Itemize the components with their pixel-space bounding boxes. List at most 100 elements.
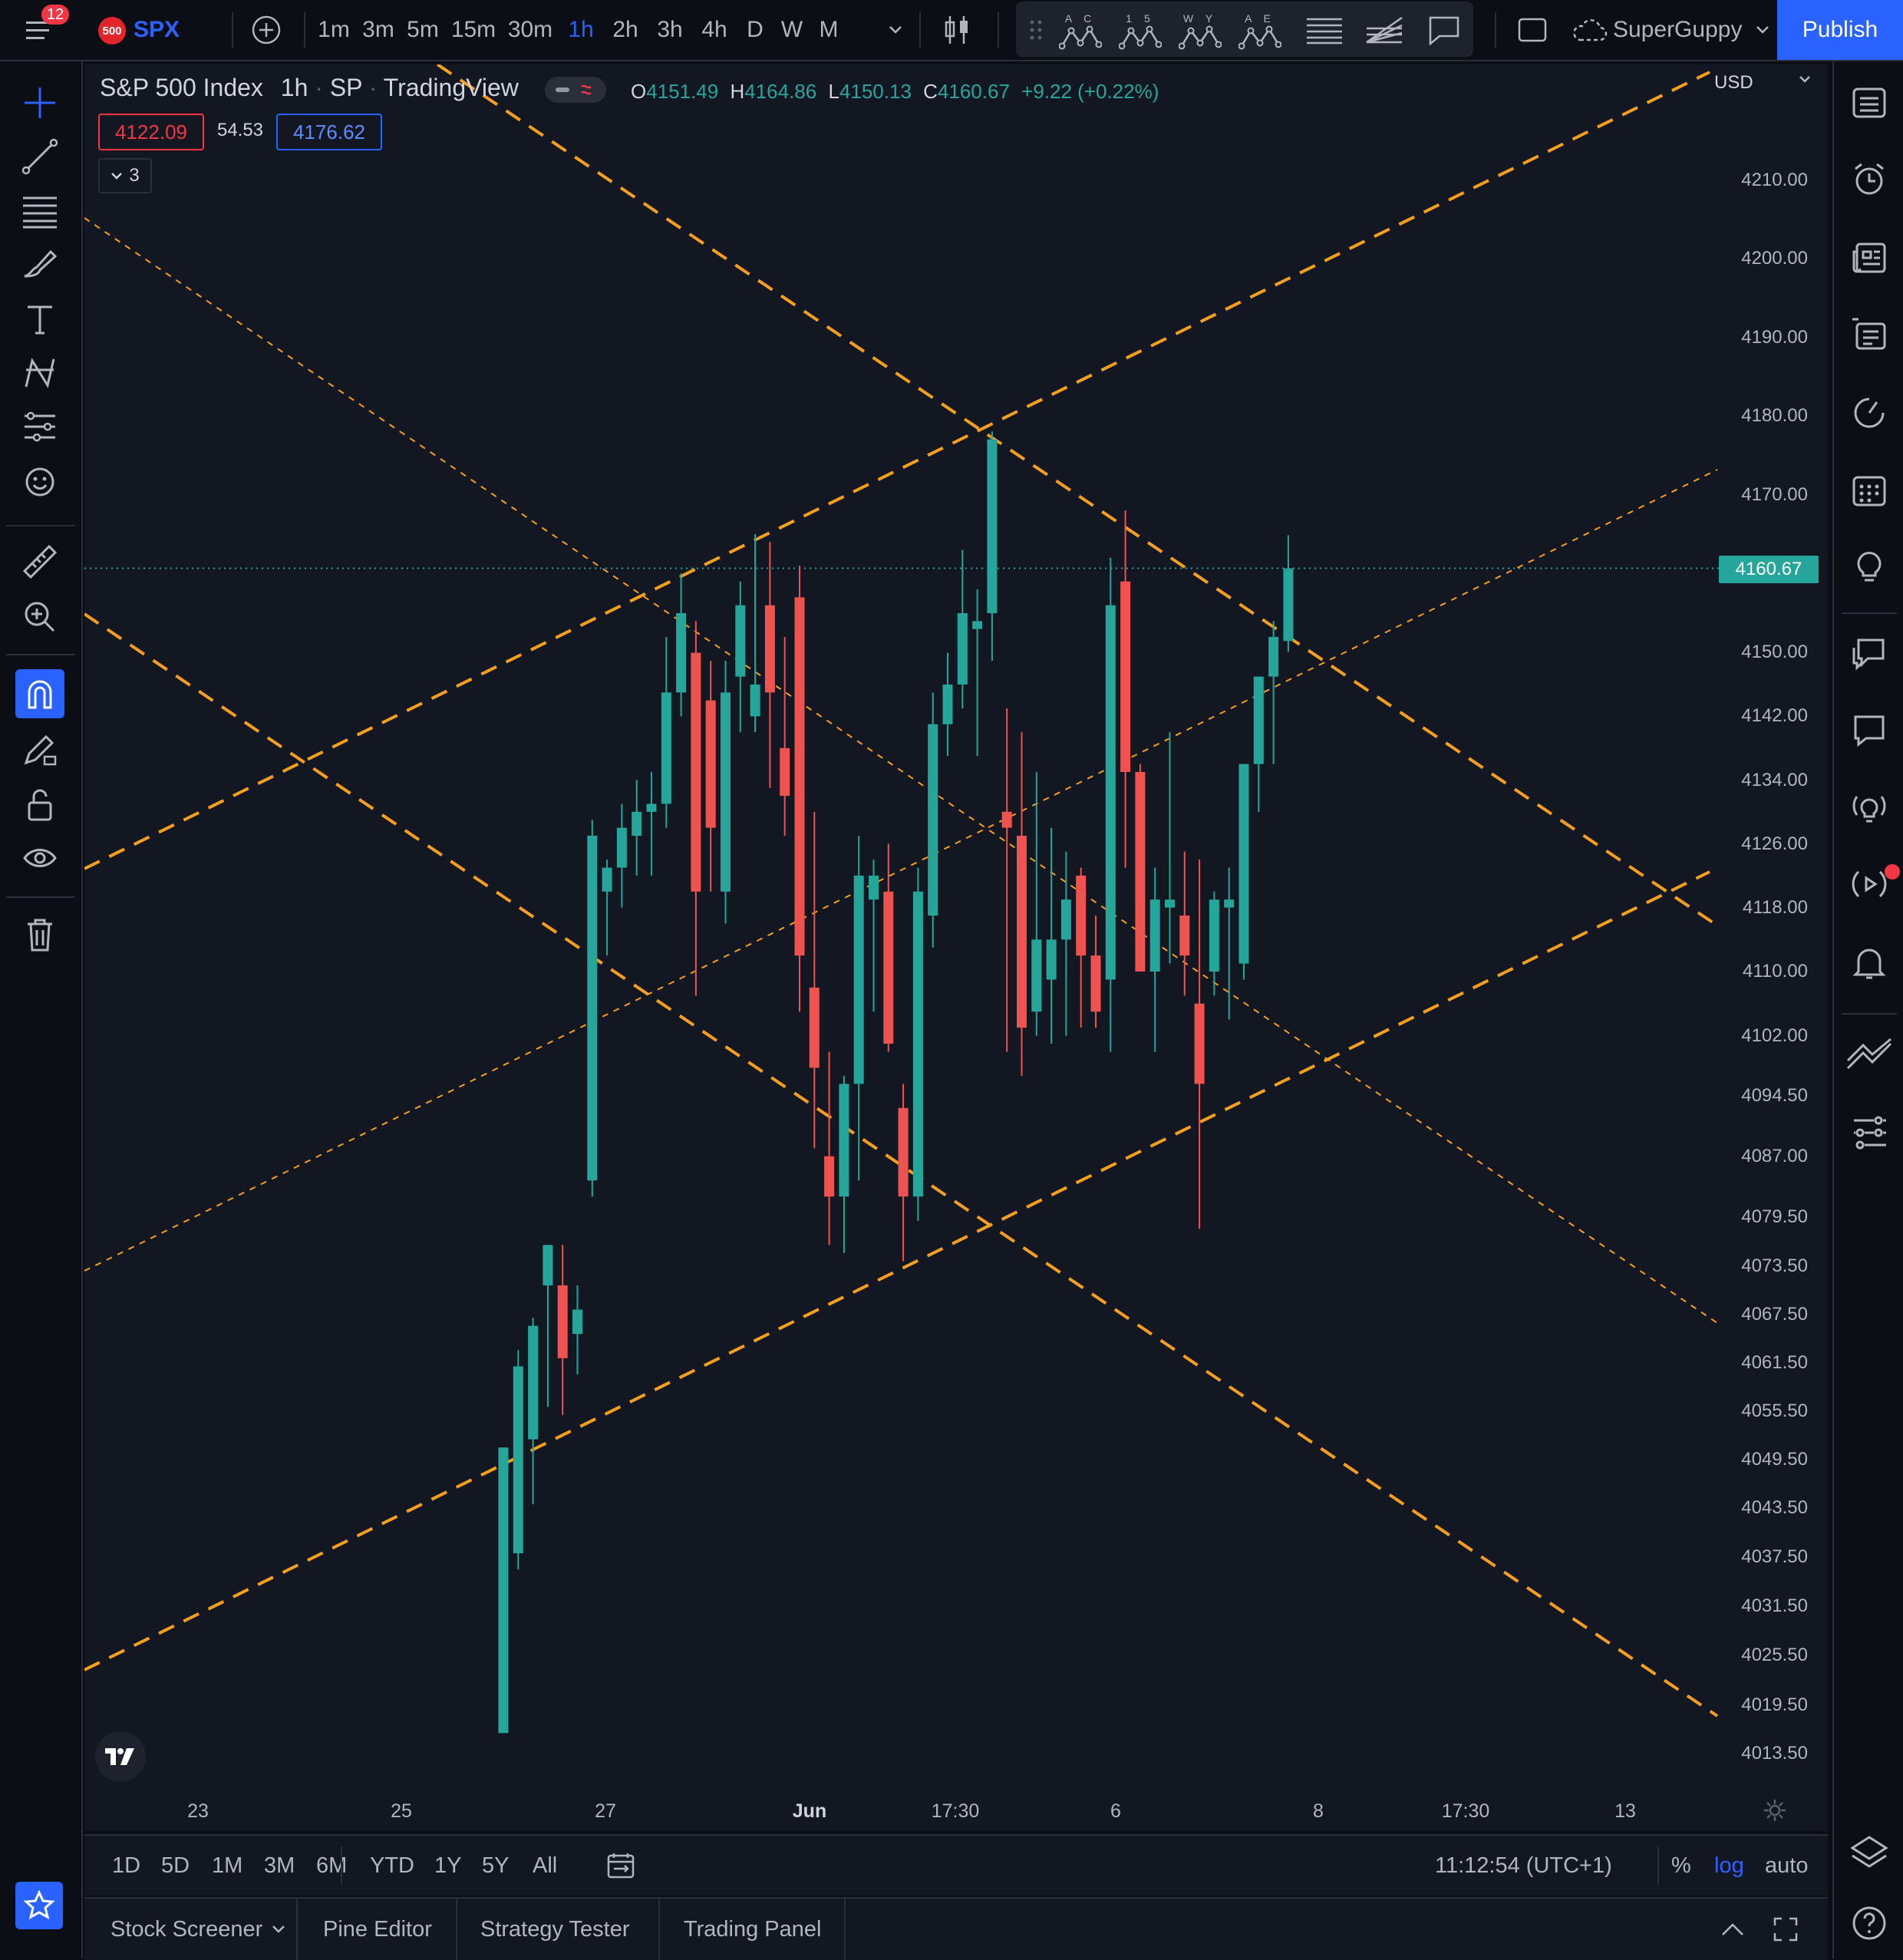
- candles-icon[interactable]: [938, 0, 976, 60]
- interval-3h[interactable]: 3h: [657, 17, 683, 42]
- layout-name[interactable]: SuperGuppy: [1613, 17, 1743, 42]
- add-symbol-icon[interactable]: [247, 0, 285, 60]
- settings-gear-icon[interactable]: [1762, 1797, 1788, 1823]
- zigzag-icon: [1119, 25, 1162, 50]
- dom-icon[interactable]: [1845, 1108, 1894, 1157]
- chevron-down-icon[interactable]: [272, 1899, 285, 1960]
- chat-icon[interactable]: [1845, 706, 1894, 755]
- pattern-tool-1[interactable]: A C: [1056, 0, 1105, 60]
- percent-scale-toggle[interactable]: %: [1671, 1853, 1691, 1878]
- callout-icon[interactable]: [1421, 0, 1467, 60]
- trading-icon[interactable]: [1845, 1031, 1894, 1081]
- range-3M[interactable]: 3M: [264, 1853, 295, 1878]
- fib-fan-icon[interactable]: [1361, 0, 1407, 60]
- bell-icon[interactable]: [1845, 938, 1894, 987]
- currency-label[interactable]: USD: [1714, 72, 1753, 93]
- pattern-tool-4[interactable]: A E: [1235, 0, 1285, 60]
- brush-icon[interactable]: [15, 239, 64, 289]
- tradingview-logo-icon[interactable]: [95, 1731, 146, 1782]
- interval-15m[interactable]: 15m: [450, 17, 496, 42]
- text-icon[interactable]: [15, 295, 64, 344]
- magnet-icon[interactable]: [15, 669, 64, 718]
- eye-icon[interactable]: [15, 835, 64, 884]
- range-5D[interactable]: 5D: [161, 1853, 190, 1878]
- pattern-tool-2[interactable]: 1 5: [1116, 0, 1165, 60]
- trend-line-icon[interactable]: [15, 132, 64, 181]
- news-icon[interactable]: [1845, 233, 1894, 282]
- symbol-search[interactable]: SPX: [133, 17, 180, 42]
- indicators-count: 3: [129, 165, 140, 186]
- chevron-down-icon[interactable]: [1751, 0, 1774, 60]
- hotlist-icon[interactable]: [1845, 388, 1894, 437]
- favorites-star-icon[interactable]: [15, 1882, 63, 1929]
- log-scale-toggle[interactable]: log: [1714, 1853, 1744, 1878]
- pattern-icon[interactable]: [15, 348, 64, 398]
- range-All[interactable]: All: [533, 1853, 558, 1878]
- chart-pane[interactable]: [84, 64, 1828, 1831]
- interval-2h[interactable]: 2h: [612, 17, 638, 42]
- calendar-icon[interactable]: [1845, 465, 1894, 514]
- range-6M[interactable]: 6M: [316, 1853, 348, 1878]
- range-1D[interactable]: 1D: [112, 1853, 141, 1878]
- goto-date-icon[interactable]: [606, 1836, 635, 1896]
- interval-3m[interactable]: 3m: [362, 17, 394, 42]
- drag-handle-icon[interactable]: [1021, 0, 1051, 60]
- bottom-tab-strategy-tester[interactable]: Strategy Tester: [480, 1916, 630, 1942]
- interval-1h[interactable]: 1h: [568, 17, 594, 42]
- crosshair-icon[interactable]: [15, 78, 64, 127]
- interval-D[interactable]: D: [747, 17, 764, 42]
- pencil-lock-icon[interactable]: [15, 724, 64, 774]
- bottom-tab-stock-screener[interactable]: Stock Screener: [110, 1916, 263, 1942]
- interval-4h[interactable]: 4h: [701, 17, 727, 42]
- emoji-icon[interactable]: [15, 457, 64, 506]
- help-icon[interactable]: [1845, 1899, 1894, 1948]
- layers-icon[interactable]: [1845, 1828, 1894, 1877]
- symbol-description[interactable]: S&P 500 Index: [100, 74, 263, 101]
- chevron-down-icon[interactable]: [1799, 75, 1811, 83]
- candle-body: [691, 652, 701, 892]
- indicators-toggle[interactable]: 3: [98, 158, 152, 193]
- pattern-tool-3[interactable]: W Y: [1176, 0, 1225, 60]
- range-1M[interactable]: 1M: [212, 1853, 243, 1878]
- zoom-in-icon[interactable]: [15, 592, 64, 642]
- candle: [1001, 708, 1012, 1052]
- data-window-icon[interactable]: [1845, 310, 1894, 359]
- bottom-tab-pine-editor[interactable]: Pine Editor: [323, 1916, 432, 1942]
- alarm-icon[interactable]: [1845, 155, 1894, 204]
- ruler-icon[interactable]: [15, 537, 64, 586]
- interval-1m[interactable]: 1m: [318, 17, 350, 42]
- fib-retracement-icon[interactable]: [15, 186, 64, 235]
- sell-price-button[interactable]: 4122.09: [98, 114, 204, 150]
- price-chart[interactable]: [84, 64, 1828, 1831]
- range-1Y[interactable]: 1Y: [434, 1853, 462, 1878]
- menu-icon[interactable]: [17, 0, 63, 60]
- auto-scale-toggle[interactable]: auto: [1765, 1853, 1809, 1878]
- range-YTD[interactable]: YTD: [370, 1853, 414, 1878]
- lock-icon[interactable]: [15, 780, 64, 829]
- interval-5m[interactable]: 5m: [407, 17, 439, 42]
- clock-timezone[interactable]: 11:12:54 (UTC+1): [1435, 1853, 1612, 1878]
- trash-icon[interactable]: [15, 910, 64, 959]
- interval-M[interactable]: M: [819, 17, 839, 42]
- bottom-tab-trading-panel[interactable]: Trading Panel: [684, 1916, 822, 1942]
- fullscreen-icon[interactable]: [1513, 0, 1552, 60]
- candle: [928, 692, 938, 948]
- watchlist-icon[interactable]: [1845, 78, 1894, 127]
- cloud-icon[interactable]: [1570, 0, 1608, 60]
- broadcast-icon[interactable]: [1845, 860, 1894, 909]
- ideas-icon[interactable]: [1845, 542, 1894, 591]
- maximize-icon[interactable]: [1773, 1899, 1799, 1960]
- legend-status-pill[interactable]: [545, 77, 606, 103]
- interval-W[interactable]: W: [780, 17, 803, 42]
- horizontal-lines-icon[interactable]: [1301, 0, 1347, 60]
- chevron-down-icon[interactable]: [884, 0, 907, 60]
- streams-icon[interactable]: [1845, 783, 1894, 832]
- chevron-up-icon[interactable]: [1720, 1899, 1745, 1960]
- prediction-icon[interactable]: [15, 402, 64, 451]
- chats-icon[interactable]: [1845, 629, 1894, 678]
- publish-button[interactable]: Publish: [1777, 0, 1903, 60]
- magnet-button[interactable]: [15, 669, 64, 718]
- buy-price-button[interactable]: 4176.62: [276, 114, 382, 150]
- interval-30m[interactable]: 30m: [507, 17, 553, 42]
- range-5Y[interactable]: 5Y: [482, 1853, 510, 1878]
